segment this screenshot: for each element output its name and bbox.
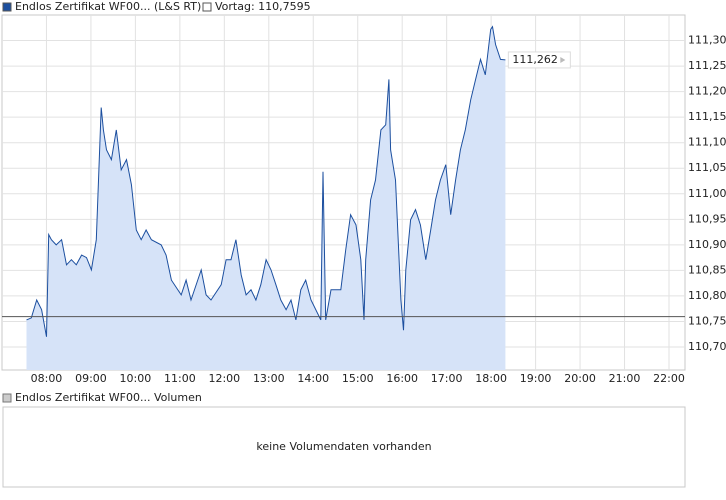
reference-swatch [202, 2, 212, 12]
reference-label: Vortag: 110,7595 [215, 0, 311, 13]
volume-legend-swatch [2, 393, 12, 403]
y-tick-label: 110,70 [688, 340, 726, 353]
x-tick-label: 08:00 [31, 372, 63, 385]
x-tick-label: 20:00 [564, 372, 596, 385]
x-tick-label: 09:00 [75, 372, 107, 385]
volume-title: Endlos Zertifikat WF00... Volumen [15, 391, 202, 404]
y-tick-label: 111,05 [688, 161, 726, 174]
x-tick-label: 13:00 [253, 372, 285, 385]
y-tick-label: 110,80 [688, 289, 726, 302]
volume-frame [2, 406, 686, 488]
last-value-label: 111,262 [512, 53, 558, 66]
last-value-arrow [560, 56, 566, 63]
x-tick-label: 18:00 [475, 372, 507, 385]
x-tick-label: 22:00 [653, 372, 685, 385]
y-tick-label: 111,25 [688, 59, 726, 72]
legend-label: Endlos Zertifikat WF00... (L&S RT) [15, 0, 201, 13]
x-tick-label: 19:00 [520, 372, 552, 385]
price-line [26, 25, 506, 337]
x-tick-label: 11:00 [164, 372, 196, 385]
x-tick-label: 21:00 [609, 372, 641, 385]
y-tick-label: 111,00 [688, 187, 726, 200]
y-tick-label: 111,20 [688, 85, 726, 98]
x-tick-label: 10:00 [120, 372, 152, 385]
x-tick-label: 15:00 [342, 372, 374, 385]
y-tick-label: 111,15 [688, 110, 726, 123]
last-value-box [507, 51, 571, 69]
y-tick-label: 110,95 [688, 212, 726, 225]
x-tick-label: 12:00 [208, 372, 240, 385]
legend-swatch [2, 2, 12, 12]
y-tick-label: 110,85 [688, 263, 726, 276]
x-tick-label: 14:00 [297, 372, 329, 385]
y-tick-label: 110,75 [688, 314, 726, 327]
y-tick-label: 111,10 [688, 136, 726, 149]
x-tick-label: 17:00 [431, 372, 463, 385]
x-tick-label: 16:00 [386, 372, 418, 385]
y-tick-label: 110,90 [688, 238, 726, 251]
volume-message: keine Volumendaten vorhanden [256, 440, 431, 453]
y-tick-label: 111,30 [688, 34, 726, 47]
area [26, 26, 506, 370]
